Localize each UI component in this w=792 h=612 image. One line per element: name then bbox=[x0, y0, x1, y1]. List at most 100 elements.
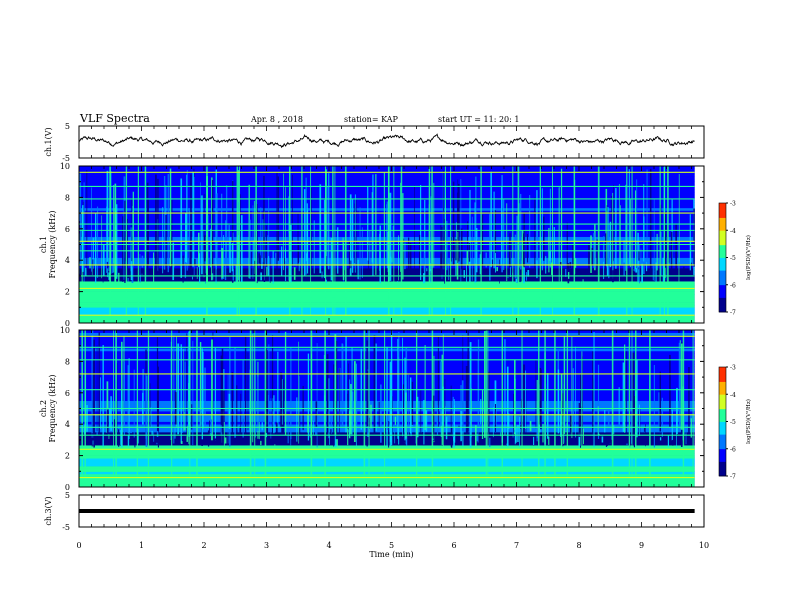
x-tick-label: 1 bbox=[139, 541, 144, 550]
colorbar-segment bbox=[719, 262, 726, 266]
colorbar-segment bbox=[719, 244, 726, 247]
y-tick-label: 0 bbox=[65, 319, 70, 328]
ch1-spectrogram-panel: 0 2 4 6 8 10 ch.1 Frequency (kHz) bbox=[39, 162, 705, 328]
y-tick-label: 2 bbox=[65, 288, 70, 297]
colorbar-segment bbox=[719, 295, 726, 298]
colorbar-segment bbox=[719, 399, 726, 402]
colorbar-segment bbox=[719, 270, 726, 273]
station-label: station= KAP bbox=[344, 115, 399, 124]
y-tick-label: 10 bbox=[60, 326, 70, 335]
colorbar-segment bbox=[719, 288, 726, 291]
colorbar-segment bbox=[719, 213, 726, 217]
spectrogram-band bbox=[79, 291, 695, 295]
colorbar-segment bbox=[719, 377, 726, 381]
colorbar-segment bbox=[719, 250, 726, 253]
colorbar-tick-label: -3 bbox=[730, 201, 736, 208]
colorbar-segment bbox=[719, 410, 726, 413]
colorbar-tick-label: -7 bbox=[730, 474, 736, 481]
spectrogram-band bbox=[79, 166, 695, 169]
colorbar-segment bbox=[719, 396, 726, 399]
colorbar-ch1: -3 -4 -5 -6 -7 log(PSD)(V²/Hz) bbox=[718, 201, 752, 317]
colorbar-segment bbox=[719, 461, 726, 464]
spectrogram-band bbox=[79, 468, 695, 472]
colorbar-tick-label: -5 bbox=[730, 419, 736, 426]
colorbar-segment bbox=[719, 383, 726, 386]
colorbar-segment bbox=[719, 379, 726, 382]
spectrogram-band bbox=[79, 302, 695, 305]
colorbar-segment bbox=[719, 204, 726, 208]
x-tick-label: 8 bbox=[576, 541, 581, 550]
spectrogram-band bbox=[79, 460, 695, 464]
colorbar-segment bbox=[719, 259, 726, 262]
colorbar-segment bbox=[719, 445, 726, 448]
y-tick-label: -5 bbox=[62, 523, 70, 532]
colorbar-segment bbox=[719, 284, 726, 287]
colorbar-segment bbox=[719, 401, 726, 404]
colorbar-segment bbox=[719, 406, 726, 410]
colorbar-segment bbox=[719, 374, 726, 377]
colorbar-segment bbox=[719, 403, 726, 406]
colorbar-segment bbox=[719, 446, 726, 450]
spectrogram-band bbox=[79, 484, 695, 488]
colorbar-segment bbox=[719, 468, 726, 471]
spectrogram-band bbox=[79, 445, 695, 449]
colorbar-segment bbox=[719, 367, 726, 370]
x-tick-label: 9 bbox=[639, 541, 644, 550]
colorbar-segment bbox=[719, 239, 726, 242]
colorbar-segment bbox=[719, 372, 726, 375]
colorbar-segment bbox=[719, 299, 726, 302]
colorbar-segment bbox=[719, 281, 726, 284]
colorbar-segment bbox=[719, 242, 726, 246]
colorbar-tick-label: -7 bbox=[730, 310, 736, 317]
colorbar-segment bbox=[719, 255, 726, 258]
spectrogram-band bbox=[79, 186, 695, 190]
colorbar-segment bbox=[719, 266, 726, 269]
colorbar-segment bbox=[719, 237, 726, 240]
spectrogram-band bbox=[79, 312, 695, 316]
colorbar-segment bbox=[719, 293, 726, 297]
colorbar-segment bbox=[719, 224, 726, 228]
ch1-waveform-panel: 5 -5 ch.1(V) bbox=[44, 122, 705, 163]
colorbar-segment bbox=[719, 436, 726, 439]
start-time-label: start UT = 11: 20: 1 bbox=[438, 115, 519, 124]
spectrogram-band bbox=[79, 332, 695, 336]
colorbar-segment bbox=[719, 277, 726, 280]
spectrogram-band bbox=[79, 288, 695, 292]
colorbar-label: log(PSD)(V²/Hz) bbox=[745, 235, 752, 280]
y-tick-label: 6 bbox=[65, 389, 70, 398]
y-axis-label-channel: ch.1 bbox=[39, 236, 48, 253]
spectrogram-band bbox=[79, 176, 695, 180]
x-tick-label: 3 bbox=[264, 541, 269, 550]
colorbar-segment bbox=[719, 273, 726, 277]
colorbar-segment bbox=[719, 253, 726, 257]
colorbar-segment bbox=[719, 457, 726, 461]
colorbar-tick-label: -4 bbox=[730, 228, 736, 235]
spectrogram-band bbox=[79, 268, 695, 271]
colorbar-segment bbox=[719, 203, 726, 206]
spectrogram-band bbox=[79, 307, 695, 311]
ch2-spectrogram-panel: 0 2 4 6 8 10 ch.2 Frequency (kHz) bbox=[39, 326, 705, 492]
colorbar-segment bbox=[719, 246, 726, 249]
colorbar-segment bbox=[719, 248, 726, 251]
spectrogram-band bbox=[79, 192, 695, 196]
spectrogram-band bbox=[79, 265, 695, 269]
colorbar-segment bbox=[719, 426, 726, 430]
colorbar-segment bbox=[719, 226, 726, 229]
y-tick-label: 2 bbox=[65, 452, 70, 461]
y-tick-label: 0 bbox=[65, 483, 70, 492]
spectrogram-band bbox=[79, 296, 695, 300]
spectrogram-band bbox=[79, 337, 695, 341]
colorbar-segment bbox=[719, 472, 726, 475]
y-tick-label: 8 bbox=[65, 193, 70, 202]
colorbar-segment bbox=[719, 235, 726, 238]
colorbar-segment bbox=[719, 221, 726, 224]
colorbar-segment bbox=[719, 428, 726, 431]
ch1-waveform-line bbox=[78, 133, 695, 149]
y-axis-label: Frequency (kHz) bbox=[48, 210, 57, 278]
spectrogram-band bbox=[79, 184, 695, 188]
colorbar-tick-label: -6 bbox=[730, 282, 736, 289]
spectrogram-band bbox=[79, 330, 695, 333]
colorbar-segment bbox=[719, 206, 726, 209]
spectrogram-band bbox=[79, 173, 695, 177]
